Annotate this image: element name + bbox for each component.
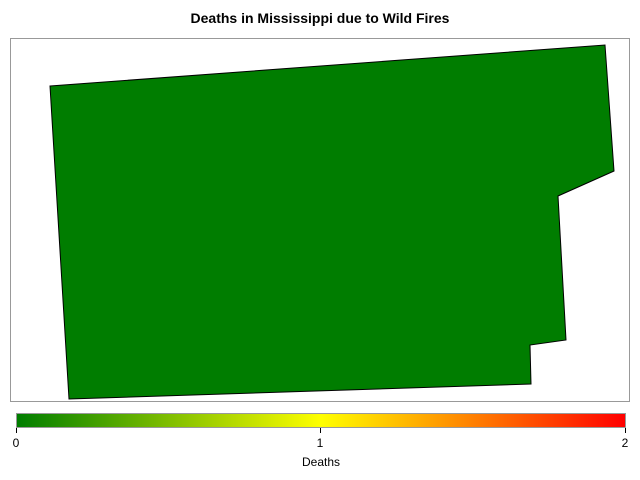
map-svg (49, 44, 615, 400)
legend-tick (625, 428, 626, 433)
chart-title: Deaths in Mississippi due to Wild Fires (190, 10, 450, 26)
legend-tick-label-2: 2 (621, 436, 629, 450)
legend-tick-label-0: 0 (12, 436, 20, 450)
map-frame (10, 38, 630, 402)
legend-tick-label-1: 1 (316, 436, 324, 450)
legend-tick (320, 428, 321, 433)
legend-tick (16, 428, 17, 433)
legend-color-bar (16, 413, 626, 428)
map-region (49, 44, 615, 400)
legend-title: Deaths (301, 455, 341, 469)
